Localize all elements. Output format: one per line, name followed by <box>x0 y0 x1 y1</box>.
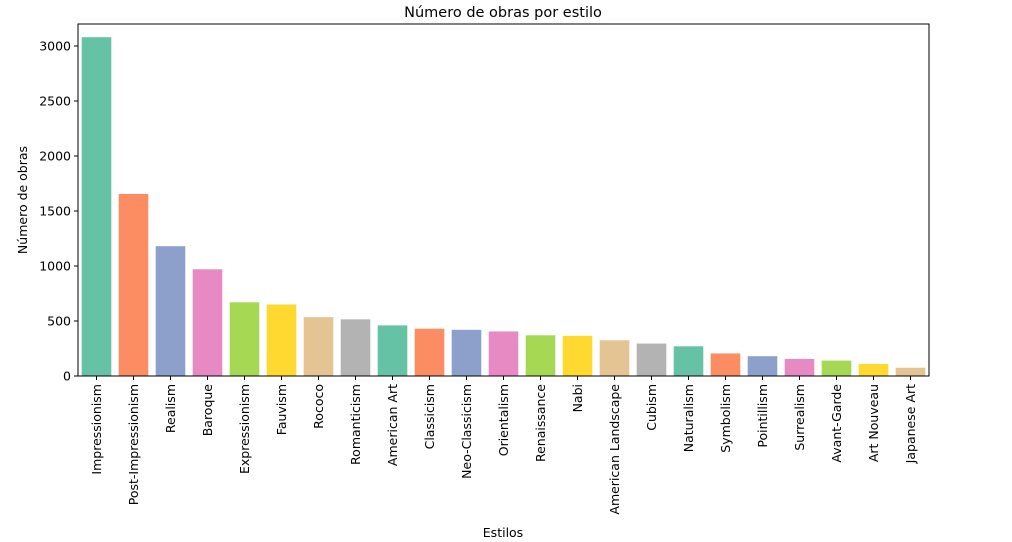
x-tick-label: Renaissance <box>533 384 548 462</box>
x-tick-label: American Landscape <box>607 384 622 515</box>
y-axis-title: Número de obras <box>15 146 30 254</box>
bar-art-nouveau <box>858 363 889 376</box>
bar-classicism <box>414 328 445 376</box>
bar-post-impressionism <box>118 193 149 376</box>
bar-american-art <box>377 325 408 376</box>
bars-group <box>81 37 926 376</box>
bar-expressionism <box>229 302 260 376</box>
x-tick-label: Baroque <box>200 384 215 437</box>
x-tick-label: Japanese Art <box>903 384 918 464</box>
bar-nabi <box>562 335 593 376</box>
x-tick-label: Symbolism <box>718 384 733 453</box>
x-tick-label: Expressionism <box>237 384 252 474</box>
y-tick-label: 1500 <box>39 204 71 219</box>
bar-surrealism <box>784 358 815 376</box>
bar-impressionism <box>81 37 112 376</box>
y-tick-label: 500 <box>47 314 71 329</box>
x-tick-label: Realism <box>163 384 178 433</box>
y-tick-label: 3000 <box>39 39 71 54</box>
x-tick-label: Cubism <box>644 384 659 431</box>
x-tick-label: Nabi <box>570 384 585 412</box>
x-tick-label: Romanticism <box>348 384 363 465</box>
bar-fauvism <box>266 304 297 376</box>
x-tick-label: Impressionism <box>89 384 104 475</box>
bar-avant-garde <box>821 360 852 376</box>
bar-pointillism <box>747 356 778 376</box>
bar-orientalism <box>488 331 519 376</box>
bar-realism <box>155 246 186 376</box>
y-tick-label: 2000 <box>39 149 71 164</box>
bar-japanese-art <box>895 367 926 376</box>
y-axis: 0 500 1000 1500 2000 2500 3000 <box>39 39 78 384</box>
x-tick-label: Classicism <box>422 384 437 449</box>
plot-frame <box>77 23 930 377</box>
x-tick-label: Fauvism <box>274 384 289 435</box>
bar-baroque <box>192 269 223 376</box>
x-tick-label: Rococo <box>311 384 326 429</box>
y-tick-label: 2500 <box>39 94 71 109</box>
x-tick-label: Art Nouveau <box>866 384 881 462</box>
x-axis: Impressionism Post-Impressionism Realism Ba… <box>89 376 918 515</box>
x-tick-label: Pointillism <box>755 384 770 448</box>
x-tick-label: American Art <box>385 384 400 466</box>
bar-symbolism <box>710 353 741 376</box>
bar-cubism <box>636 343 667 376</box>
x-tick-label: Avant-Garde <box>829 384 844 463</box>
bar-romanticism <box>340 319 371 376</box>
x-tick-label: Neo-Classicism <box>459 384 474 479</box>
bar-naturalism <box>673 346 704 376</box>
bar-rococo <box>303 317 334 376</box>
bar-renaissance <box>525 335 556 376</box>
bar-neo-classicism <box>451 329 482 376</box>
bar-american-landscape <box>599 340 630 376</box>
x-tick-label: Naturalism <box>681 384 696 452</box>
x-tick-label: Surrealism <box>792 384 807 451</box>
x-tick-label: Orientalism <box>496 384 511 456</box>
chart-title: Número de obras por estilo <box>404 5 602 21</box>
y-tick-label: 0 <box>63 369 71 384</box>
x-tick-label: Post-Impressionism <box>126 384 141 505</box>
x-axis-title: Estilos <box>483 525 523 540</box>
y-tick-label: 1000 <box>39 259 71 274</box>
